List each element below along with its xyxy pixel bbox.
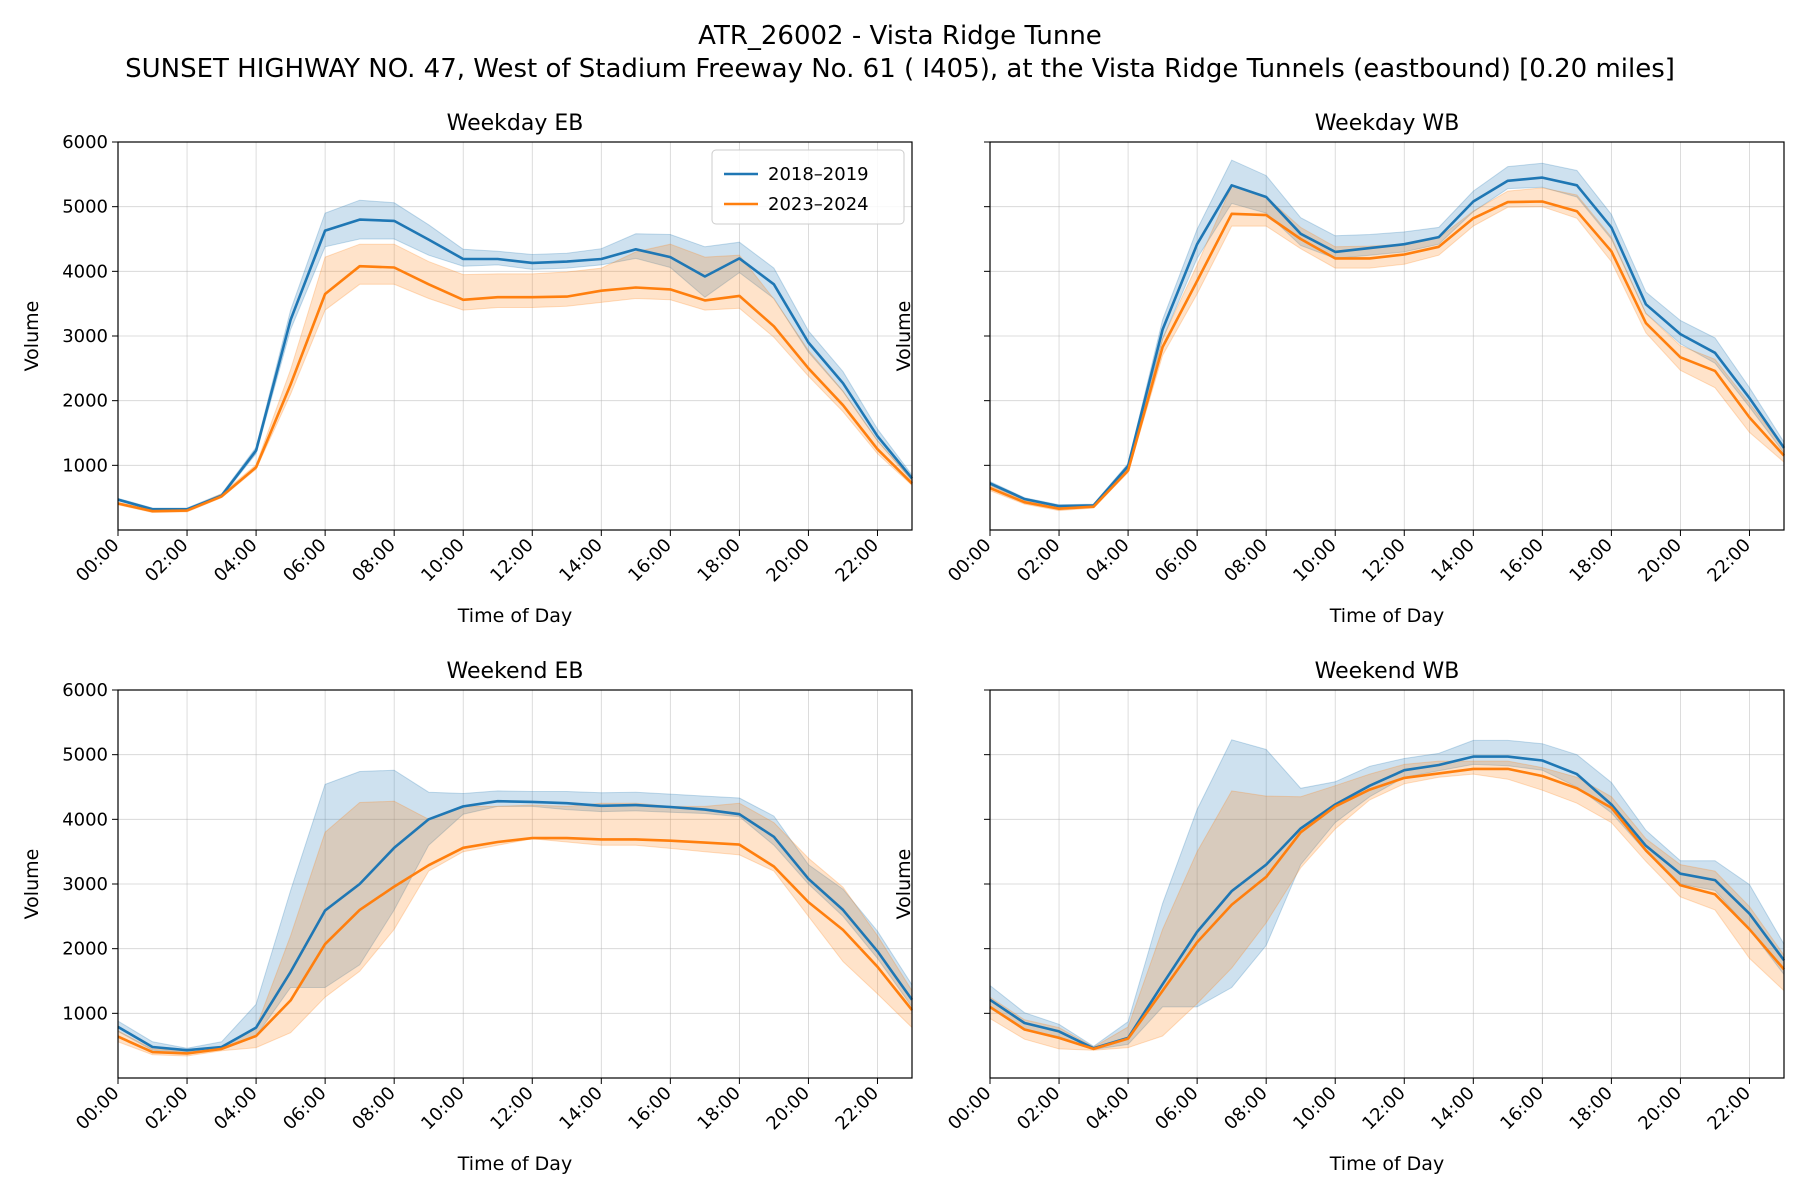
x-tick-label: 22:00 bbox=[1703, 1083, 1755, 1135]
x-tick-label: 12:00 bbox=[1358, 1083, 1410, 1135]
x-tick-label: 08:00 bbox=[348, 535, 400, 587]
x-tick-label: 10:00 bbox=[1289, 1083, 1341, 1135]
series-line-1 bbox=[989, 767, 1785, 1051]
x-tick-label: 02:00 bbox=[1013, 535, 1065, 587]
y-tick-label: 2000 bbox=[62, 391, 108, 412]
panel-title: Weekday WB bbox=[1315, 111, 1460, 136]
x-tick-label: 02:00 bbox=[141, 1083, 193, 1135]
x-tick-label: 22:00 bbox=[1703, 535, 1755, 587]
y-tick-label: 5000 bbox=[62, 745, 108, 766]
x-tick-label: 12:00 bbox=[486, 535, 538, 587]
y-tick-label: 4000 bbox=[62, 261, 108, 282]
x-tick-label: 00:00 bbox=[944, 535, 996, 587]
figure-title-line2: SUNSET HIGHWAY NO. 47, West of Stadium F… bbox=[125, 54, 1675, 84]
x-tick-label: 02:00 bbox=[141, 535, 193, 587]
x-tick-label: 04:00 bbox=[210, 1083, 262, 1135]
y-axis-label: Volume bbox=[21, 301, 43, 372]
x-tick-label: 18:00 bbox=[1565, 535, 1617, 587]
x-tick-label: 06:00 bbox=[279, 535, 331, 587]
y-axis-label: Volume bbox=[893, 849, 915, 920]
x-tick-label: 20:00 bbox=[1634, 535, 1686, 587]
x-tick-label: 12:00 bbox=[486, 1083, 538, 1135]
x-tick-label: 14:00 bbox=[555, 535, 607, 587]
series-line-0 bbox=[117, 218, 914, 511]
x-tick-label: 06:00 bbox=[1151, 1083, 1203, 1135]
x-tick-label: 10:00 bbox=[417, 535, 469, 587]
x-tick-label: 00:00 bbox=[944, 1083, 996, 1135]
y-tick-label: 1000 bbox=[62, 455, 108, 476]
x-tick-label: 22:00 bbox=[831, 535, 883, 587]
x-tick-label: 06:00 bbox=[1151, 535, 1203, 587]
series-line-1 bbox=[117, 264, 913, 513]
y-tick-label: 3000 bbox=[62, 326, 108, 347]
x-tick-label: 18:00 bbox=[1565, 1083, 1617, 1135]
x-tick-label: 14:00 bbox=[1427, 535, 1479, 587]
legend: 2018–2019 2023–2024 bbox=[711, 149, 905, 225]
x-axis-label: Time of Day bbox=[1329, 605, 1444, 627]
panel-3: 00:00 02:00 04:00 06:00 08:00 10:00 12:00 14:00… bbox=[893, 659, 1786, 1175]
x-tick-label: 20:00 bbox=[762, 1083, 814, 1135]
panel-0: 1000 2000 3000 4000 5000 6000 00:00 02:00 04:00 0… bbox=[21, 111, 914, 627]
y-tick-label: 4000 bbox=[62, 809, 108, 830]
x-tick-label: 04:00 bbox=[1082, 1083, 1134, 1135]
legend-entry: 2023–2024 bbox=[768, 194, 869, 215]
series-line-0 bbox=[989, 176, 1786, 508]
x-tick-label: 16:00 bbox=[1496, 535, 1548, 587]
x-tick-label: 04:00 bbox=[210, 535, 262, 587]
x-tick-label: 04:00 bbox=[1082, 535, 1134, 587]
y-tick-label: 6000 bbox=[62, 680, 108, 701]
y-axis-label: Volume bbox=[893, 301, 915, 372]
series-line-0 bbox=[117, 799, 914, 1052]
panel-2: 1000 2000 3000 4000 5000 6000 00:00 02:00 04:00 0… bbox=[21, 659, 914, 1175]
panel-title: Weekend EB bbox=[447, 659, 584, 684]
series-line-1 bbox=[117, 836, 914, 1055]
figure-title-line1: ATR_26002 - Vista Ridge Tunne bbox=[698, 21, 1102, 51]
x-tick-label: 10:00 bbox=[1289, 535, 1341, 587]
x-tick-label: 08:00 bbox=[1220, 535, 1272, 587]
x-tick-label: 16:00 bbox=[624, 535, 676, 587]
y-tick-label: 1000 bbox=[62, 1003, 108, 1024]
x-tick-label: 10:00 bbox=[417, 1083, 469, 1135]
panel-title: Weekend WB bbox=[1315, 659, 1460, 684]
x-tick-label: 00:00 bbox=[72, 1083, 124, 1135]
x-axis-label: Time of Day bbox=[1329, 1153, 1444, 1175]
panel-title: Weekday EB bbox=[447, 111, 584, 136]
x-axis-label: Time of Day bbox=[457, 1153, 572, 1175]
x-tick-label: 20:00 bbox=[762, 535, 814, 587]
y-tick-label: 2000 bbox=[62, 939, 108, 960]
x-tick-label: 14:00 bbox=[555, 1083, 607, 1135]
x-tick-label: 16:00 bbox=[1496, 1083, 1548, 1135]
x-tick-label: 02:00 bbox=[1013, 1083, 1065, 1135]
x-tick-label: 18:00 bbox=[693, 535, 745, 587]
y-tick-label: 3000 bbox=[62, 874, 108, 895]
legend-box bbox=[711, 149, 905, 225]
x-tick-label: 06:00 bbox=[279, 1083, 331, 1135]
y-axis-label: Volume bbox=[21, 849, 43, 920]
legend-entry: 2018–2019 bbox=[768, 164, 869, 185]
x-tick-label: 18:00 bbox=[693, 1083, 745, 1135]
x-axis-label: Time of Day bbox=[457, 605, 572, 627]
x-tick-label: 08:00 bbox=[1220, 1083, 1272, 1135]
panel-1: 00:00 02:00 04:00 06:00 08:00 10:00 12:00 14:00… bbox=[893, 111, 1786, 627]
band-1 bbox=[989, 760, 1785, 1051]
x-tick-label: 14:00 bbox=[1427, 1083, 1479, 1135]
x-tick-label: 00:00 bbox=[72, 535, 124, 587]
x-tick-label: 16:00 bbox=[624, 1083, 676, 1135]
y-tick-label: 6000 bbox=[62, 132, 108, 153]
x-tick-label: 22:00 bbox=[831, 1083, 883, 1135]
x-tick-label: 12:00 bbox=[1358, 535, 1410, 587]
y-tick-label: 5000 bbox=[62, 197, 108, 218]
series-line-0 bbox=[989, 755, 1786, 1050]
x-tick-label: 08:00 bbox=[348, 1083, 400, 1135]
x-tick-label: 20:00 bbox=[1634, 1083, 1686, 1135]
series-line-1 bbox=[989, 200, 1785, 511]
